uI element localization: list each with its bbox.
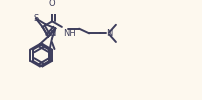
Text: N: N — [106, 29, 113, 38]
Text: N: N — [49, 29, 55, 38]
Text: S: S — [33, 14, 38, 23]
Text: NH: NH — [63, 29, 76, 38]
Text: O: O — [49, 0, 56, 8]
